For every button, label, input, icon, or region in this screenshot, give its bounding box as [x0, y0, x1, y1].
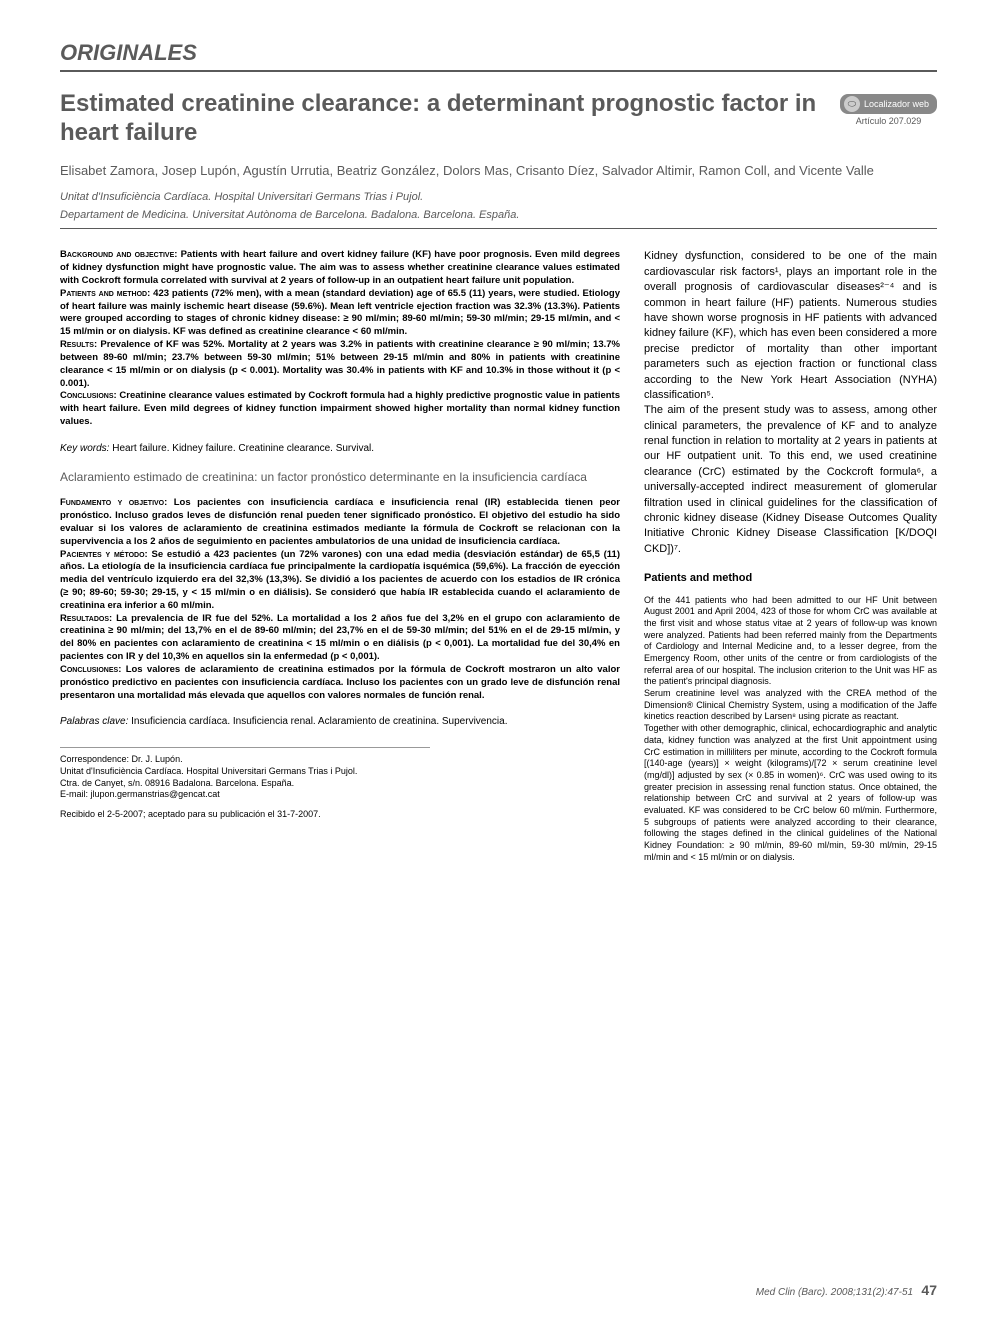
affiliation-line-2: Departament de Medicina. Universitat Aut… — [60, 208, 937, 222]
abs-es-background: Fundamento y objetivo: Los pacientes con… — [60, 497, 620, 548]
abs-en-patients-label: Patients and method: — [60, 288, 153, 299]
abs-en-background: Background and objective: Patients with … — [60, 249, 620, 287]
correspondence-email: E-mail: jlupon.germanstrias@gencat.cat — [60, 789, 430, 801]
web-badge-top: ⬭ Localizador web — [840, 94, 937, 114]
abs-es-results-label: Resultados: — [60, 613, 116, 624]
section-header: ORIGINALES — [60, 40, 937, 72]
footer-citation: Med Clin (Barc). 2008;131(2):47-51 — [756, 1287, 913, 1298]
keywords-en: Key words: Heart failure. Kidney failure… — [60, 443, 620, 454]
authors-list: Elisabet Zamora, Josep Lupón, Agustín Ur… — [60, 162, 937, 180]
methods-paragraph-2: Serum creatinine level was analyzed with… — [644, 688, 937, 723]
keywords-es-text: Insuficiencia cardíaca. Insuficiencia re… — [131, 716, 507, 727]
main-content: Background and objective: Patients with … — [60, 249, 937, 863]
article-title: Estimated creatinine clearance: a determ… — [60, 90, 820, 148]
abs-es-results: Resultados: La prevalencia de IR fue del… — [60, 613, 620, 664]
abs-es-conclusions-label: Conclusiones: — [60, 664, 126, 675]
web-badge-code: Artículo 207.029 — [856, 116, 922, 126]
mouse-icon: ⬭ — [844, 96, 860, 112]
abs-en-conclusions: Conclusions: Creatinine clearance values… — [60, 390, 620, 428]
correspondence-dates: Recibido el 2-5-2007; aceptado para su p… — [60, 809, 430, 821]
keywords-es-label: Palabras clave: — [60, 716, 131, 727]
spanish-title: Aclaramiento estimado de creatinina: un … — [60, 470, 620, 486]
body-column: Kidney dysfunction, considered to be one… — [644, 249, 937, 863]
abs-en-results: Results: Prevalence of KF was 52%. Morta… — [60, 339, 620, 390]
abs-en-conclusions-text: Creatinine clearance values estimated by… — [60, 390, 620, 427]
abstract-spanish: Fundamento y objetivo: Los pacientes con… — [60, 497, 620, 702]
abs-en-results-label: Results: — [60, 339, 100, 350]
correspondence-block: Correspondence: Dr. J. Lupón. Unitat d'I… — [60, 747, 430, 820]
abs-es-conclusions: Conclusiones: Los valores de aclaramient… — [60, 664, 620, 702]
footer-page-number: 47 — [921, 1282, 937, 1298]
abstract-column: Background and objective: Patients with … — [60, 249, 620, 863]
intro-paragraph-2: The aim of the present study was to asse… — [644, 403, 937, 557]
affiliation-line-1: Unitat d'Insuficiència Cardíaca. Hospita… — [60, 190, 937, 204]
page-footer: Med Clin (Barc). 2008;131(2):47-51 47 — [756, 1282, 937, 1298]
correspondence-label: Correspondence: Dr. J. Lupón. — [60, 754, 430, 766]
keywords-en-label: Key words: — [60, 443, 112, 454]
abs-es-results-text: La prevalencia de IR fue del 52%. La mor… — [60, 613, 620, 662]
abstract-english: Background and objective: Patients with … — [60, 249, 620, 428]
methods-paragraph-1: Of the 441 patients who had been admitte… — [644, 595, 937, 689]
correspondence-addr2: Ctra. de Canyet, s/n. 08916 Badalona. Ba… — [60, 778, 430, 790]
intro-paragraph-1: Kidney dysfunction, considered to be one… — [644, 249, 937, 403]
correspondence-addr1: Unitat d'Insuficiència Cardíaca. Hospita… — [60, 766, 430, 778]
abs-es-patients: Pacientes y método: Se estudió a 423 pac… — [60, 549, 620, 613]
abs-es-background-label: Fundamento y objetivo: — [60, 497, 174, 508]
methods-paragraph-3: Together with other demographic, clinica… — [644, 723, 937, 863]
web-locator-badge: ⬭ Localizador web Artículo 207.029 — [840, 94, 937, 126]
abs-es-patients-label: Pacientes y método: — [60, 549, 151, 560]
abs-en-patients: Patients and method: 423 patients (72% m… — [60, 288, 620, 339]
header-divider — [60, 228, 937, 229]
abs-es-conclusions-text: Los valores de aclaramiento de creatinin… — [60, 664, 620, 701]
web-badge-label: Localizador web — [864, 99, 929, 109]
keywords-en-text: Heart failure. Kidney failure. Creatinin… — [112, 443, 374, 454]
abs-en-background-label: Background and objective: — [60, 249, 181, 260]
title-row: Estimated creatinine clearance: a determ… — [60, 90, 937, 148]
methods-heading: Patients and method — [644, 571, 937, 586]
abs-en-conclusions-label: Conclusions: — [60, 390, 119, 401]
keywords-es: Palabras clave: Insuficiencia cardíaca. … — [60, 716, 620, 727]
abs-en-results-text: Prevalence of KF was 52%. Mortality at 2… — [60, 339, 620, 388]
